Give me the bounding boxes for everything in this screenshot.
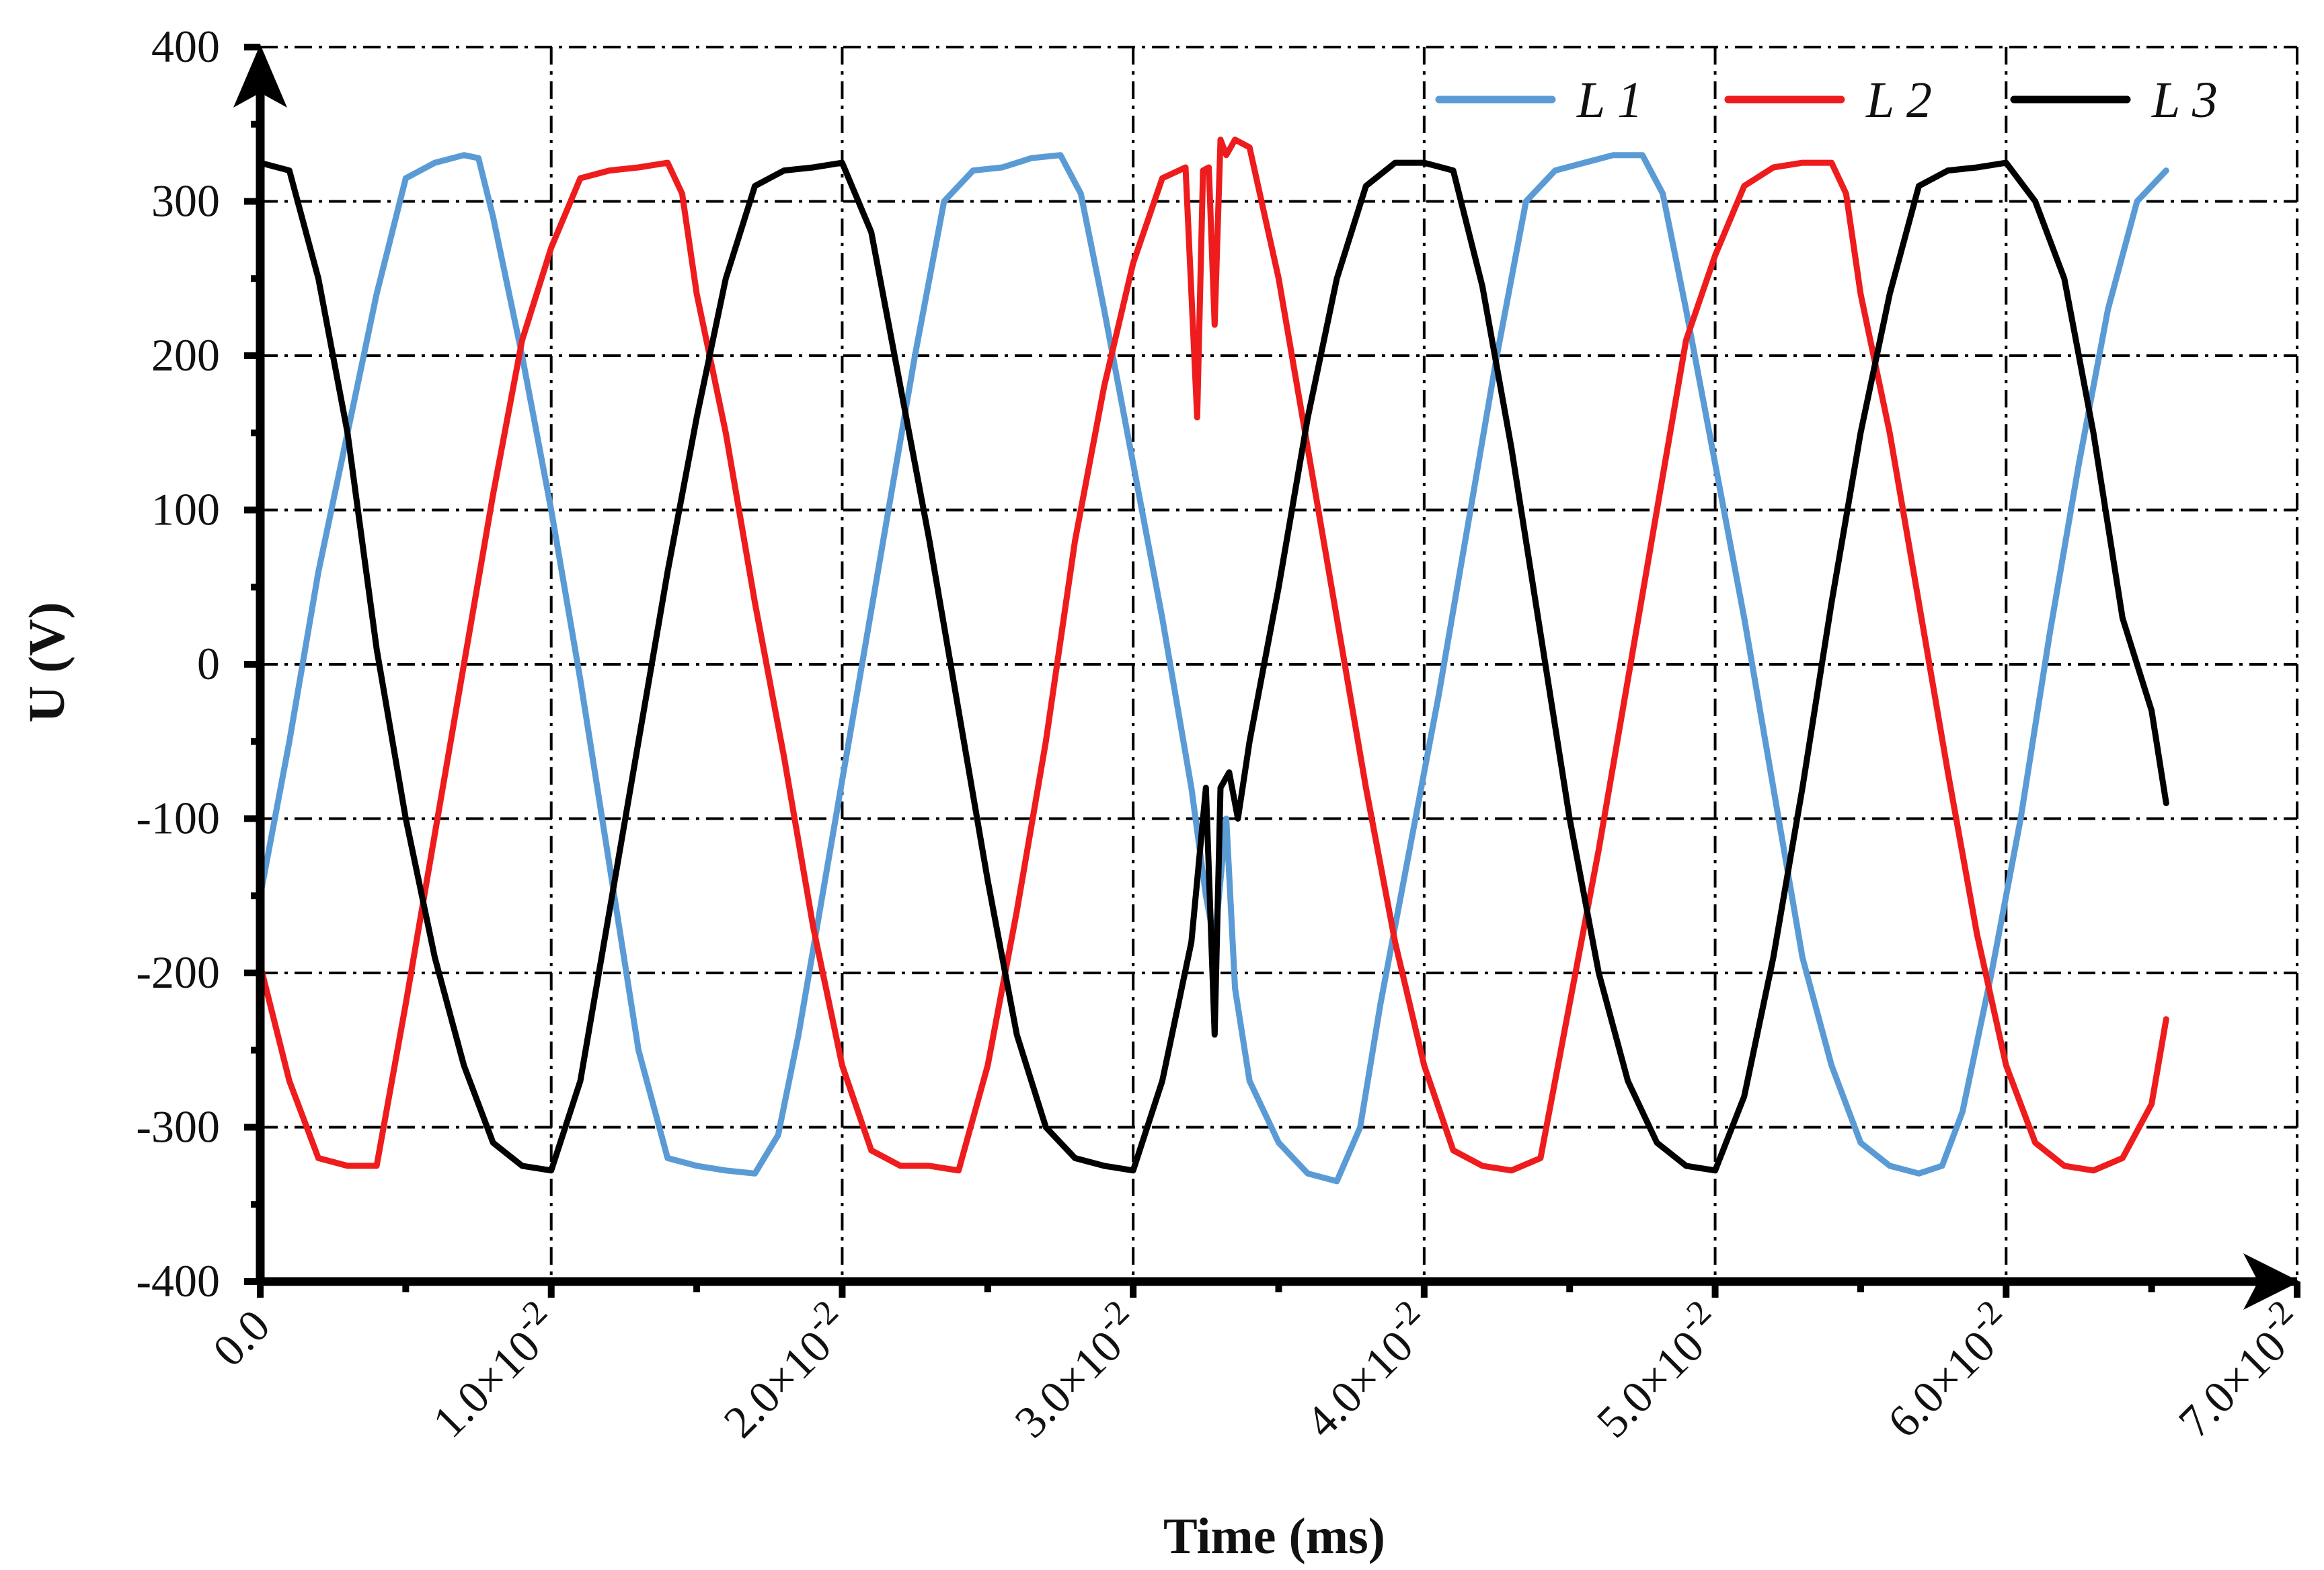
y-axis-arrow-icon [233, 44, 287, 108]
y-tick-label: -200 [136, 947, 220, 998]
legend-label-l1: L 1 [1576, 72, 1643, 128]
x-tick-label: 7.0×10-2 [2162, 1293, 2317, 1448]
series-lines [257, 136, 2169, 1185]
x-tick-label: 6.0×10-2 [1871, 1293, 2025, 1448]
x-tick-label: 4.0×10-2 [1289, 1293, 1444, 1448]
y-tick-label: 400 [151, 21, 220, 72]
series-line-l2 [257, 136, 2169, 1174]
y-tick-label: 200 [151, 329, 220, 381]
y-tick-label: -400 [136, 1255, 220, 1306]
y-tick-label: 300 [151, 175, 220, 227]
x-tick-label: 0.0 [203, 1300, 280, 1376]
x-tick-label: 5.0×10-2 [1580, 1293, 1735, 1448]
x-tick-label: 3.0×10-2 [998, 1293, 1153, 1448]
legend-label-l3: L 3 [2151, 72, 2218, 128]
tick-marks [244, 44, 2300, 1298]
x-axis-arrow-icon [2243, 1253, 2300, 1310]
series-line-l3 [257, 159, 2169, 1174]
y-tick-label: 0 [197, 638, 220, 689]
legend-label-l2: L 2 [1865, 72, 1932, 128]
x-axis-title: Time (ms) [1163, 1508, 1385, 1565]
x-tick-label: 1.0×10-2 [416, 1293, 571, 1448]
legend: L 1 L 2 L 3 [1435, 72, 2218, 128]
y-axis-title: U (V) [19, 602, 75, 722]
y-tick-label: 100 [151, 484, 220, 535]
grid-lines [260, 46, 2298, 1282]
x-tick-labels: 0.0 1.0×10-2 2.0×10-2 3.0×10-2 4.0×10-2 5.0×1… [203, 1293, 2317, 1448]
y-tick-label: -100 [136, 793, 220, 844]
y-tick-label: -300 [136, 1101, 220, 1152]
y-tick-labels: 400 300 200 100 0 -100 -200 -300 -400 [136, 21, 220, 1306]
x-tick-label: 2.0×10-2 [707, 1293, 861, 1448]
